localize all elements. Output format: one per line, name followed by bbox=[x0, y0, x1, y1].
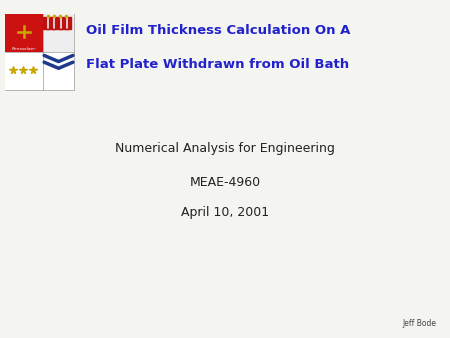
Text: Flat Plate Withdrawn from Oil Bath: Flat Plate Withdrawn from Oil Bath bbox=[86, 58, 349, 71]
Text: Jeff Bode: Jeff Bode bbox=[402, 319, 436, 328]
Bar bbox=[4, 14, 43, 52]
Text: Numerical Analysis for Engineering: Numerical Analysis for Engineering bbox=[115, 142, 335, 155]
Bar bbox=[4, 51, 43, 90]
Bar bbox=[43, 51, 74, 90]
Text: MEAE-4960: MEAE-4960 bbox=[189, 176, 261, 189]
Bar bbox=[43, 14, 74, 52]
Bar bbox=[4, 14, 74, 90]
Text: Rensselaer: Rensselaer bbox=[12, 47, 36, 51]
Text: Oil Film Thickness Calculation On A: Oil Film Thickness Calculation On A bbox=[86, 24, 350, 37]
Polygon shape bbox=[43, 17, 71, 29]
Text: April 10, 2001: April 10, 2001 bbox=[181, 207, 269, 219]
